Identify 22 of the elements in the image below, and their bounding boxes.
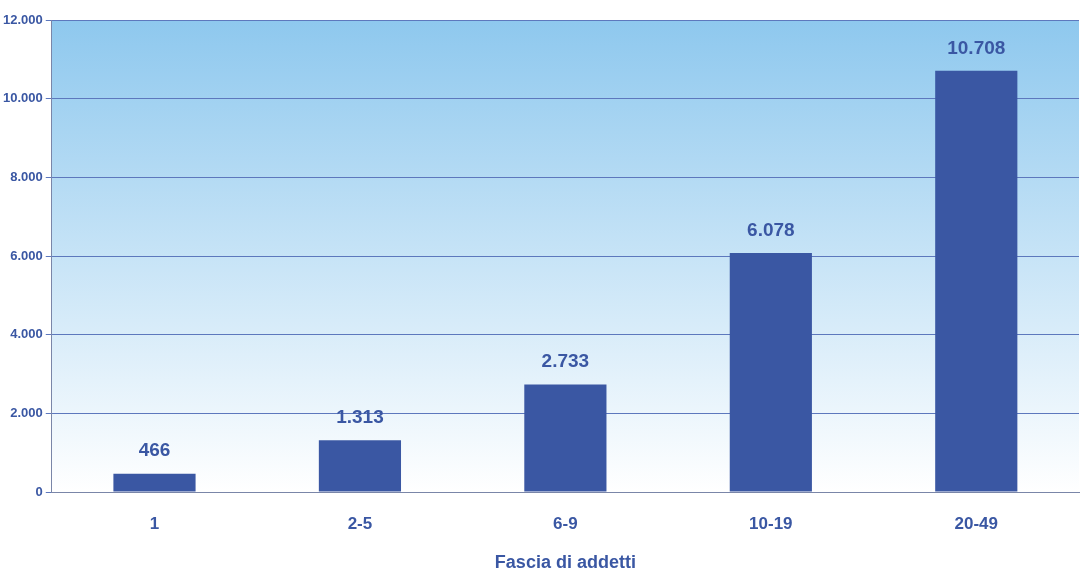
bar <box>113 473 196 492</box>
x-axis-title: Fascia di addetti <box>494 552 636 573</box>
data-label: 2.733 <box>541 350 590 372</box>
y-tick-label: 6.000 <box>10 247 43 263</box>
x-tick-label: 2-5 <box>347 513 373 533</box>
bar <box>524 384 607 492</box>
bar <box>318 440 402 492</box>
y-tick-label: 0 <box>35 483 43 499</box>
data-label: 466 <box>138 439 171 461</box>
x-tick-label: 10-19 <box>749 513 793 533</box>
x-tick-label: 6-9 <box>553 513 578 533</box>
bar <box>729 252 812 492</box>
x-tick-label: 1 <box>149 513 160 533</box>
y-tick-label: 8.000 <box>10 168 43 184</box>
y-tick-label: 4.000 <box>10 326 43 342</box>
data-label: 6.078 <box>747 218 795 240</box>
bar <box>935 70 1018 492</box>
y-tick-label: 2.000 <box>10 404 43 420</box>
y-tick-label: 10.000 <box>3 90 43 106</box>
x-tick-label: 20-49 <box>954 513 999 533</box>
data-label: 10.708 <box>947 36 1006 58</box>
y-tick-label: 12.000 <box>3 11 43 27</box>
